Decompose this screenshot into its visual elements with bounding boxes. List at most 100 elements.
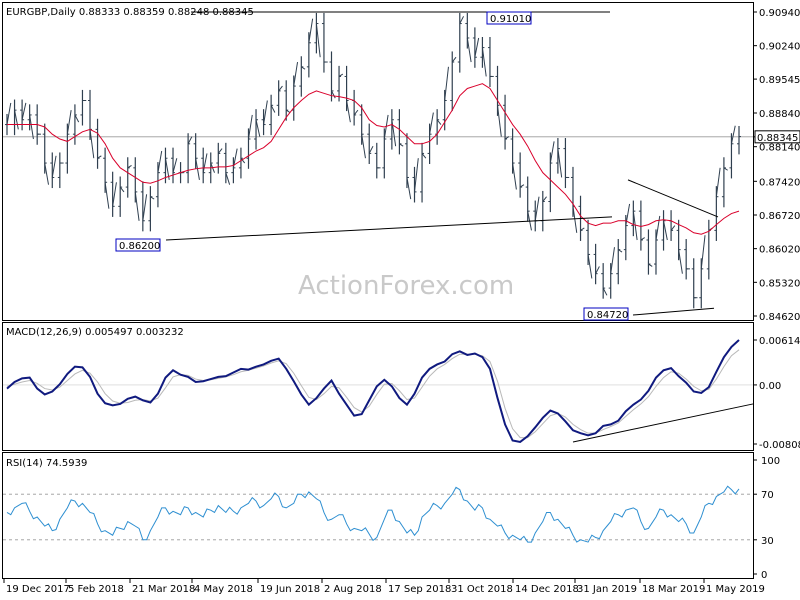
moving-average-line [7,83,740,235]
x-axis-label: 18 Mar 2019 [642,584,705,595]
price-bar-tick [353,109,359,116]
price-bar-tick [157,150,163,173]
price-bar-tick [315,23,321,58]
price-bar-tick [104,182,110,209]
price-bar-tick [504,136,510,140]
price-bar-tick [444,66,449,101]
price-bar-tick [44,162,49,185]
macd-y-label: -0.00808 [759,440,800,451]
price-y-label: 0.88140 [759,143,800,154]
price-bar-tick [202,153,208,173]
price-bar-tick [172,158,178,173]
price-bar-tick [542,196,547,202]
price-bar-tick [670,225,676,231]
price-bar-tick [247,114,253,140]
price-y-label: 0.90240 [759,42,800,53]
price-bar-tick [655,215,661,241]
rsi-y-label: 70 [761,490,774,501]
rsi-y-label: 100 [761,456,780,467]
price-bar-tick [610,247,615,274]
price-bar-tick [391,119,397,147]
macd-signal-line [6,349,740,439]
price-bar-tick [625,203,631,226]
rsi-y-label: 30 [761,536,774,547]
price-y-label: 0.88840 [759,109,800,120]
price-bar-tick [225,172,231,185]
price-bar-tick [399,143,404,147]
price-bar-tick [66,110,72,135]
price-bar-tick [421,153,427,159]
rsi-panel-frame [2,452,754,579]
lower-trend-line [165,216,613,241]
current-price-tag [754,130,800,144]
price-bar-tick [338,73,344,77]
macd-y-label: 0.00 [759,381,781,392]
x-axis-label: 2 Aug 2018 [324,584,382,595]
x-axis-label: 4 May 2018 [194,584,253,595]
annotation-high-label: 0.91010 [490,14,531,25]
price-y-label: 0.87420 [759,177,800,188]
x-axis-label: 19 Dec 2017 [6,584,70,595]
x-axis-label: 5 Feb 2018 [68,584,124,595]
price-bar-tick [572,206,578,233]
price-bar-tick [14,110,19,130]
macd-y-label: 0.006144 [759,336,800,347]
rsi-y-label: 0 [761,570,767,581]
price-bar-tick [270,105,276,113]
price-bar-tick [481,47,487,77]
price-bar-tick [263,100,268,125]
price-bar-tick [142,194,148,221]
x-axis-label: 31 Jan 2019 [577,584,637,595]
x-axis-label: 17 Sep 2018 [388,584,451,595]
price-bar-tick [361,134,366,159]
price-panel-title: EURGBP,Daily 0.88333 0.88359 0.88248 0.8… [6,7,254,18]
price-bar-tick [730,125,736,144]
price-bar-tick [640,237,645,241]
price-bar-tick [89,129,95,159]
price-y-label: 0.86720 [759,211,800,222]
price-bar-tick [648,263,653,267]
price-bar-tick [406,177,412,200]
price-bar-tick [602,287,608,296]
macd-panel-frame [2,322,754,451]
price-bar-tick [663,220,668,241]
price-bar-tick [587,254,593,279]
price-bar-tick [617,249,623,253]
price-bar-tick [368,145,374,154]
price-bar-tick [217,148,223,154]
price-bar-tick [414,158,419,192]
price-y-label: 0.85320 [759,278,800,289]
price-bar-tick [580,227,585,231]
price-bar-tick [301,66,306,70]
price-panel-frame [2,2,754,321]
price-bar-tick [534,196,540,221]
price-bar-tick [112,182,117,207]
wedge-upper-line [627,179,719,218]
price-bar-tick [134,191,140,221]
macd-line [6,339,740,444]
price-bar-tick [285,109,291,113]
wedge-lower-line [632,307,715,316]
rsi-panel-title: RSI(14) 74.5939 [6,458,87,469]
price-bar-tick [278,85,283,92]
macd-trend-line [572,403,754,443]
x-axis-label: 19 Jun 2018 [260,584,320,595]
price-y-label: 0.86020 [759,245,800,256]
price-bar-tick [451,56,457,63]
price-bar-tick [429,112,434,135]
annotation-low-2018-label: 0.86200 [119,241,160,252]
price-y-label: 0.90940 [759,8,800,19]
macd-panel-title: MACD(12,26,9) 0.005497 0.003232 [6,327,184,338]
price-bar-tick [29,114,34,140]
price-bar-tick [595,266,600,274]
price-bar-tick [6,102,12,125]
price-bar-tick [678,249,683,274]
price-bar-tick [436,119,442,125]
price-bar-tick [557,148,563,178]
price-bar-tick [474,37,480,58]
price-y-label: 0.89545 [759,75,800,86]
price-bar-tick [74,114,80,123]
price-bar-tick [497,105,502,137]
price-bar-tick [97,155,102,159]
